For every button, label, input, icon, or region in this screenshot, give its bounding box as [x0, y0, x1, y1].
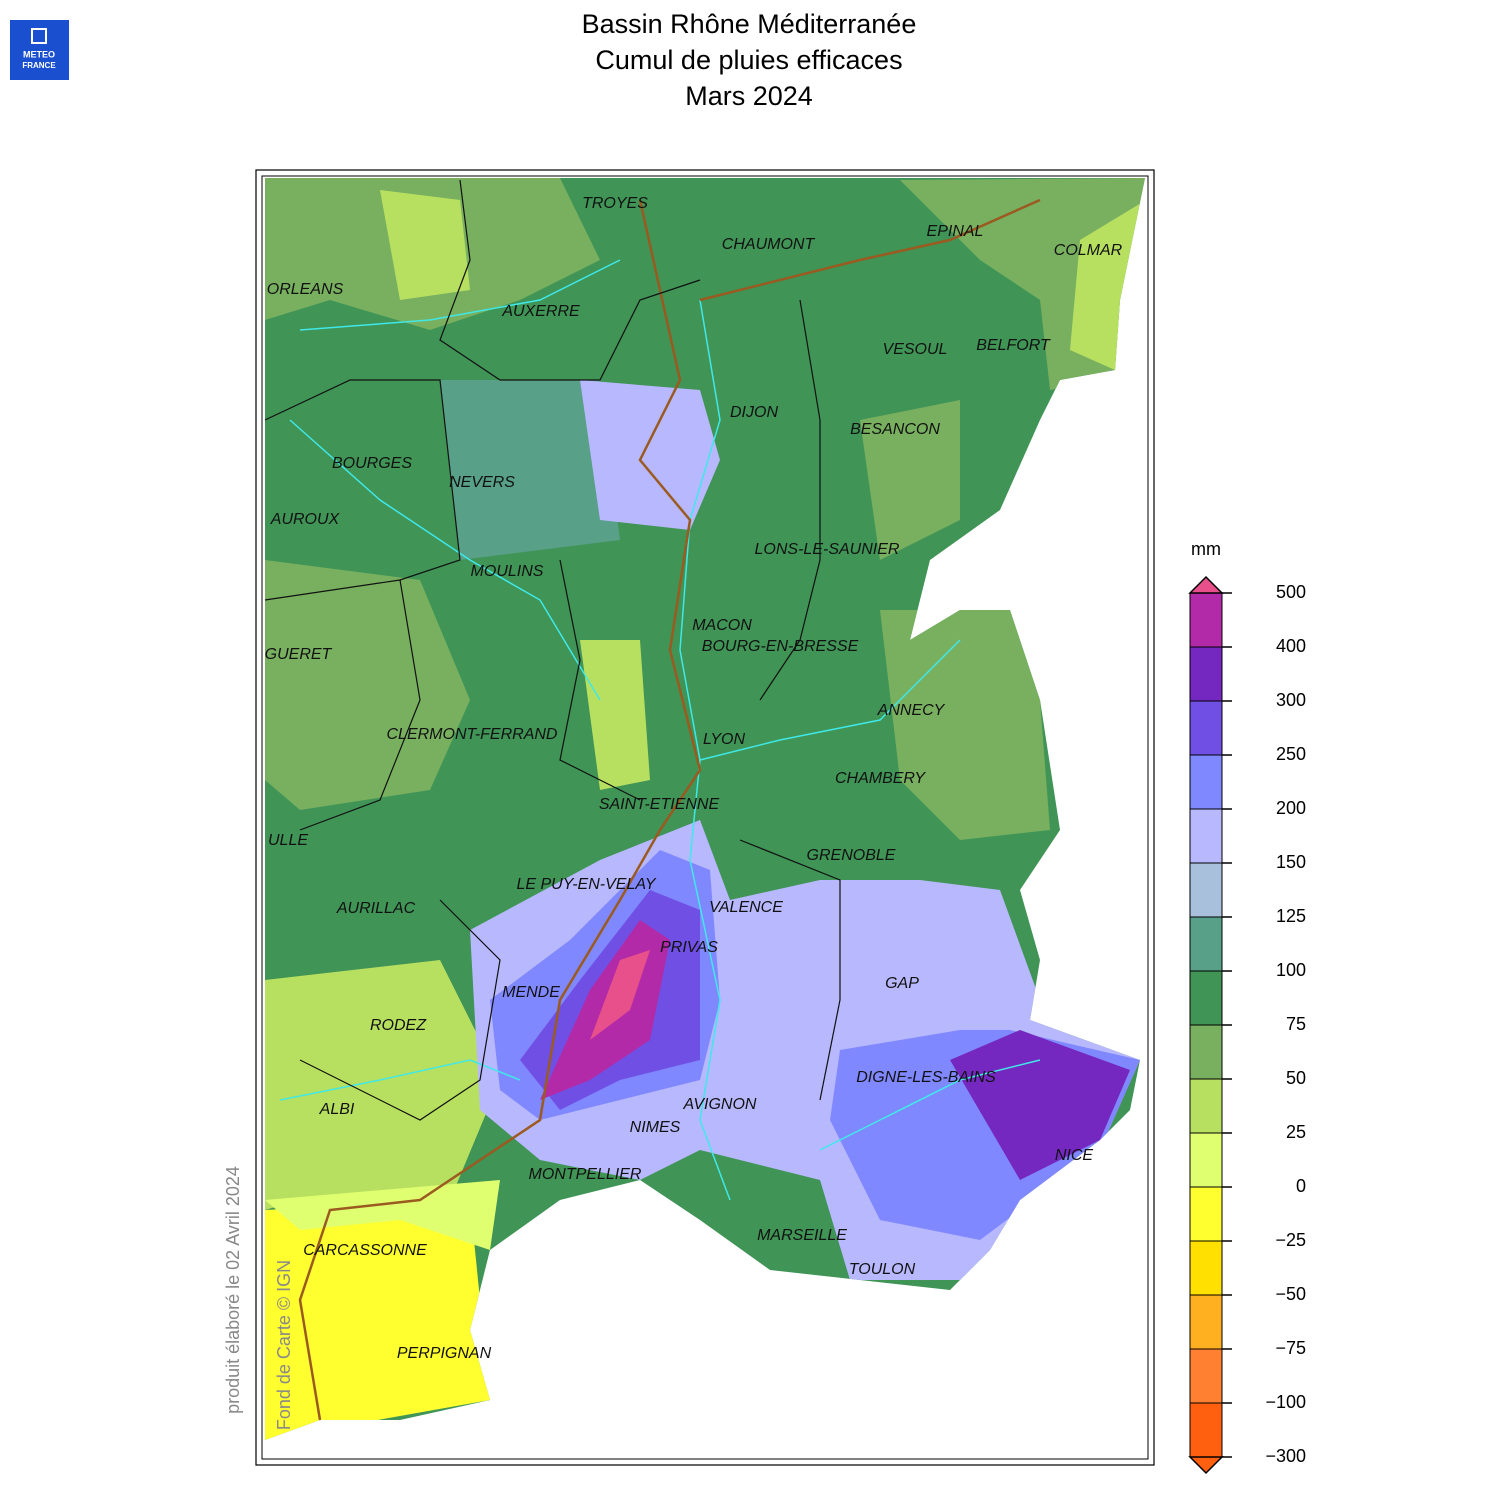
city-label: BESANCON	[850, 421, 940, 438]
map	[264, 178, 1145, 1440]
legend-band	[1189, 1078, 1223, 1134]
city-label: GAP	[885, 975, 919, 992]
city-label: ALBI	[319, 1101, 355, 1118]
city-label: TROYES	[582, 195, 648, 212]
map-frame	[255, 169, 1155, 1466]
title: Bassin Rhône Méditerranée	[582, 9, 917, 39]
city-label: EPINAL	[927, 223, 984, 240]
city-label: VALENCE	[709, 899, 783, 916]
legend-tick-label: 125	[1276, 906, 1306, 926]
legend-tick-label: −300	[1265, 1446, 1306, 1466]
map-frame	[261, 175, 1149, 1460]
city-label: NICE	[1055, 1147, 1094, 1164]
city-label: ORLEANS	[267, 281, 344, 298]
credit: produit élaboré le 02 Avril 2024	[223, 1166, 243, 1414]
city-label: NIMES	[630, 1119, 681, 1136]
basin-border	[298, 198, 1041, 1421]
legend-unit: mm	[1191, 539, 1221, 559]
legend-band	[1189, 862, 1223, 918]
city-label: CARCASSONNE	[303, 1242, 427, 1259]
legend-tick-label: 250	[1276, 744, 1306, 764]
legend-tick-label: −25	[1275, 1230, 1306, 1250]
legend-band	[1189, 1240, 1223, 1296]
city-label: RODEZ	[370, 1017, 427, 1034]
city-label: BOURG-EN-BRESSE	[702, 638, 859, 655]
legend-tick-label: 150	[1276, 852, 1306, 872]
title: Mars 2024	[685, 81, 813, 111]
city-label: SAINT-ETIENNE	[599, 796, 720, 813]
city-label: BOURGES	[332, 455, 412, 472]
legend-band	[1189, 970, 1223, 1026]
city-label: MONTPELLIER	[529, 1166, 642, 1183]
legend-tick-label: 50	[1286, 1068, 1306, 1088]
legend-over	[1188, 575, 1224, 594]
city-label: GRENOBLE	[807, 847, 896, 864]
legend-tick-label: −75	[1275, 1338, 1306, 1358]
legend-band	[1189, 754, 1223, 810]
city-label: DIJON	[730, 404, 778, 421]
city-label: VESOUL	[883, 341, 948, 358]
city-label: MENDE	[502, 984, 560, 1001]
title: Cumul de pluies efficaces	[595, 45, 902, 75]
city-label: MOULINS	[471, 563, 544, 580]
city-label: LONS-LE-SAUNIER	[755, 541, 900, 558]
city-label: CLERMONT-FERRAND	[387, 726, 558, 743]
legend-band	[1189, 916, 1223, 972]
city-label: LE PUY-EN-VELAY	[516, 876, 656, 893]
legend-band	[1189, 1348, 1223, 1404]
legend-tick-label: 500	[1276, 582, 1306, 602]
legend-under	[1188, 1456, 1224, 1475]
department-borders	[264, 179, 841, 1121]
legend-tick-label: −100	[1265, 1392, 1306, 1412]
legend-tick-label: 400	[1276, 636, 1306, 656]
city-label: MACON	[692, 617, 752, 634]
legend-tick-label: 0	[1296, 1176, 1306, 1196]
city-label: ANNECY	[877, 702, 946, 719]
city-label: NEVERS	[449, 474, 515, 491]
city-label: ULLE	[268, 832, 308, 849]
city-label: CHAMBERY	[835, 770, 926, 787]
city-label: PERPIGNAN	[397, 1345, 492, 1362]
city-label: PRIVAS	[660, 939, 718, 956]
legend-tick-label: 25	[1286, 1122, 1306, 1142]
legend-band	[1189, 1294, 1223, 1350]
city-label: AUROUX	[270, 511, 341, 528]
credit: Fond de Carte © IGN	[274, 1260, 294, 1430]
legend-tick-label: 100	[1276, 960, 1306, 980]
city-label: AUXERRE	[501, 303, 580, 320]
legend-band	[1189, 1132, 1223, 1188]
city-label: GUERET	[265, 646, 333, 663]
legend-tick-label: 75	[1286, 1014, 1306, 1034]
legend-band	[1189, 1024, 1223, 1080]
legend-band	[1189, 1402, 1223, 1458]
city-label: AVIGNON	[683, 1096, 757, 1113]
legend-tick-label: 300	[1276, 690, 1306, 710]
legend-band	[1189, 646, 1223, 702]
legend-band	[1189, 592, 1223, 648]
logo-icon	[31, 28, 47, 44]
logo-text: METEO	[23, 49, 55, 59]
legend-band	[1189, 1186, 1223, 1242]
legend-tick-label: −50	[1275, 1284, 1306, 1304]
city-label: COLMAR	[1054, 242, 1123, 259]
city-label: AURILLAC	[336, 900, 416, 917]
city-label: BELFORT	[976, 337, 1051, 354]
city-label: LYON	[703, 731, 746, 748]
rivers	[279, 259, 1041, 1201]
city-label: MARSEILLE	[757, 1227, 847, 1244]
city-label: CHAUMONT	[722, 236, 816, 253]
city-label: DIGNE-LES-BAINS	[856, 1069, 996, 1086]
logo-text: FRANCE	[22, 61, 56, 70]
legend-band	[1189, 808, 1223, 864]
legend-band	[1189, 700, 1223, 756]
legend-tick-label: 200	[1276, 798, 1306, 818]
city-label: TOULON	[849, 1261, 916, 1278]
